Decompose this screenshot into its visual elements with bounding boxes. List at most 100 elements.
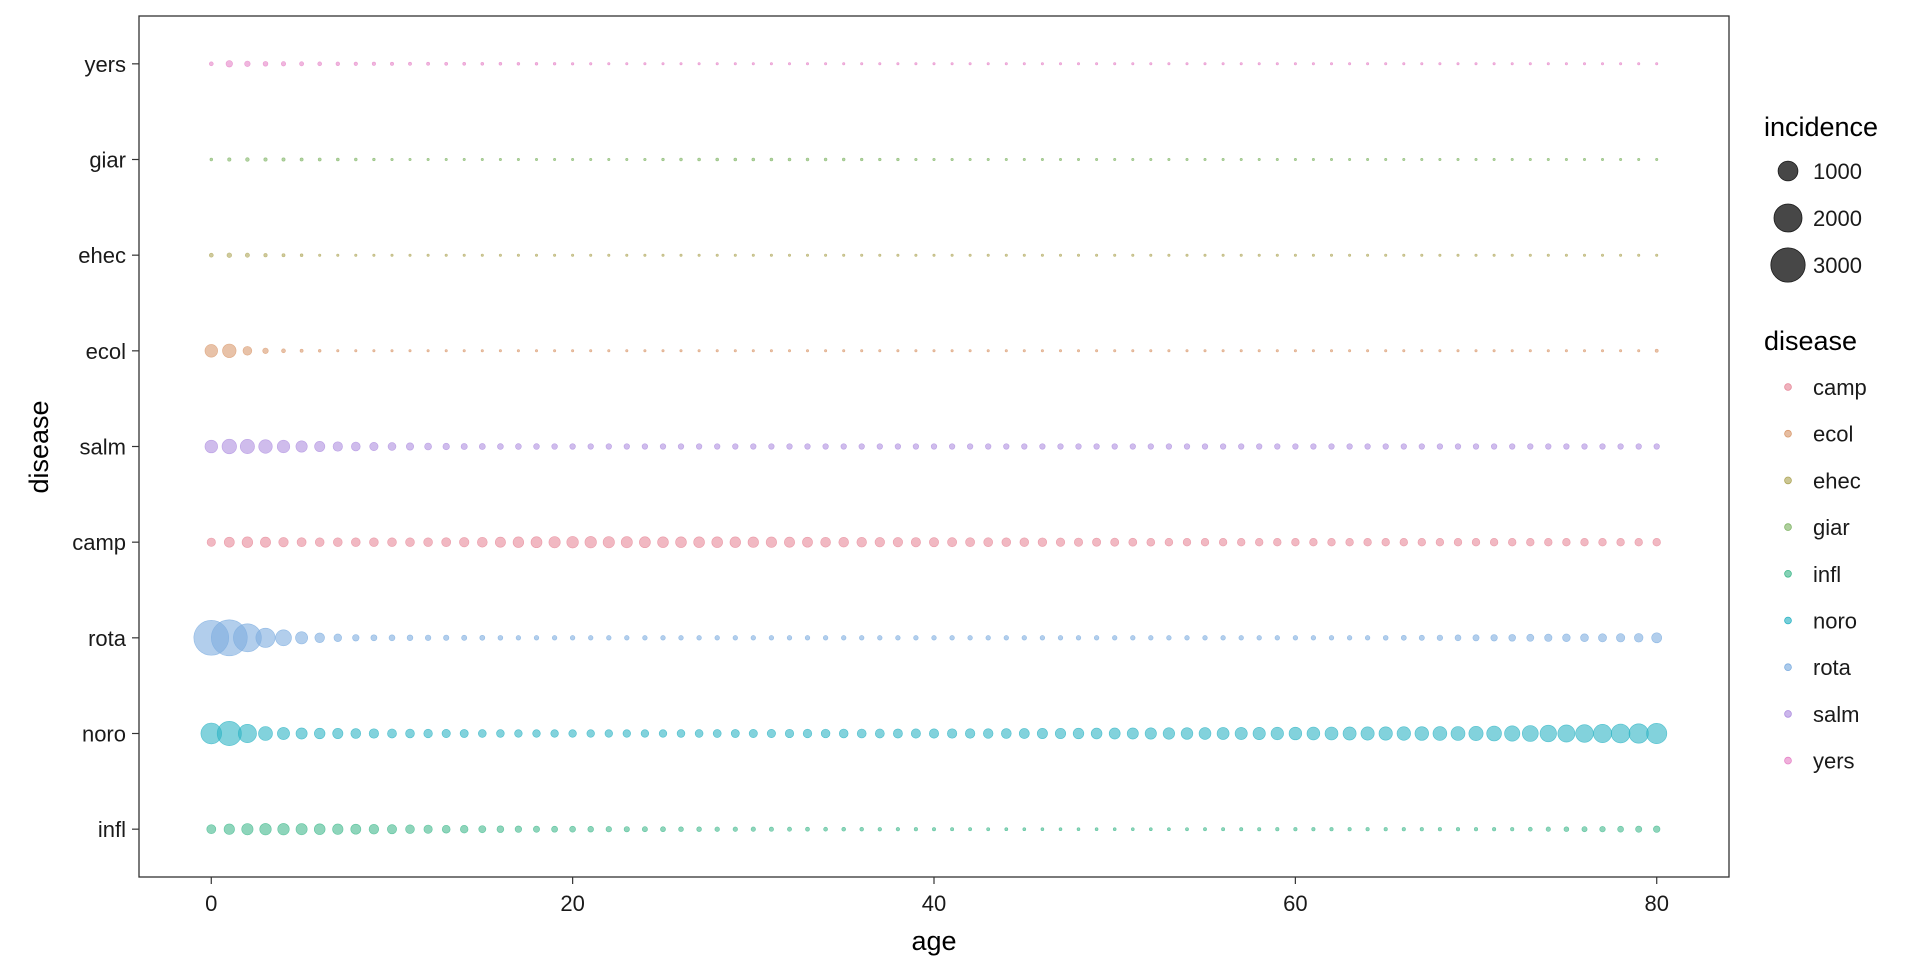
point-ehec-age-12 bbox=[426, 253, 430, 257]
point-infl-age-38 bbox=[895, 827, 900, 832]
point-ehec-age-14 bbox=[462, 253, 466, 257]
point-yers-age-57 bbox=[1239, 62, 1243, 66]
point-salm-age-23 bbox=[623, 443, 630, 450]
color-legend-label-rota: rota bbox=[1813, 655, 1852, 680]
point-noro-age-61 bbox=[1306, 726, 1321, 741]
point-ehec-age-29 bbox=[733, 253, 737, 257]
point-infl-age-40 bbox=[932, 827, 936, 832]
point-yers-age-58 bbox=[1257, 62, 1261, 66]
point-infl-age-11 bbox=[405, 824, 415, 834]
point-noro-age-55 bbox=[1198, 727, 1212, 740]
point-giar-age-9 bbox=[372, 157, 376, 162]
point-ehec-age-50 bbox=[1113, 253, 1117, 257]
point-ecol-age-55 bbox=[1203, 349, 1207, 353]
point-yers-age-32 bbox=[787, 62, 791, 66]
point-salm-age-63 bbox=[1346, 443, 1353, 450]
point-camp-age-7 bbox=[333, 537, 343, 547]
point-ecol-age-73 bbox=[1528, 349, 1532, 353]
point-salm-age-28 bbox=[714, 443, 721, 450]
point-yers-age-48 bbox=[1077, 62, 1081, 66]
point-ehec-age-70 bbox=[1474, 253, 1478, 257]
point-giar-age-5 bbox=[299, 157, 304, 162]
point-yers-age-31 bbox=[769, 62, 773, 66]
point-camp-age-40 bbox=[929, 537, 939, 548]
point-rota-age-33 bbox=[804, 635, 811, 641]
point-camp-age-39 bbox=[910, 537, 921, 548]
point-salm-age-44 bbox=[1003, 443, 1010, 450]
point-infl-age-20 bbox=[569, 825, 576, 833]
point-infl-age-27 bbox=[696, 826, 702, 832]
size-legend-label: 2000 bbox=[1813, 206, 1862, 231]
point-noro-age-76 bbox=[1575, 724, 1594, 743]
point-ehec-age-48 bbox=[1077, 253, 1081, 257]
point-noro-age-68 bbox=[1432, 726, 1448, 741]
point-rota-age-51 bbox=[1130, 635, 1136, 641]
point-infl-age-43 bbox=[986, 827, 991, 832]
point-infl-age-28 bbox=[714, 826, 720, 832]
point-giar-age-64 bbox=[1366, 158, 1370, 162]
point-infl-age-52 bbox=[1149, 827, 1153, 832]
x-tick-label: 20 bbox=[560, 891, 584, 916]
point-camp-age-42 bbox=[965, 537, 975, 548]
point-noro-age-4 bbox=[277, 727, 290, 740]
point-camp-age-70 bbox=[1471, 538, 1481, 547]
point-yers-age-77 bbox=[1601, 62, 1605, 66]
point-yers-age-27 bbox=[697, 62, 701, 66]
point-infl-age-23 bbox=[623, 826, 630, 833]
point-ecol-age-16 bbox=[498, 349, 502, 353]
point-noro-age-19 bbox=[550, 729, 559, 738]
point-infl-age-26 bbox=[678, 826, 684, 832]
point-camp-age-56 bbox=[1218, 538, 1228, 547]
point-ehec-age-77 bbox=[1601, 253, 1605, 257]
point-camp-age-64 bbox=[1363, 538, 1372, 547]
point-salm-age-54 bbox=[1183, 443, 1191, 450]
point-ehec-age-53 bbox=[1167, 253, 1171, 257]
color-legend-label-camp: camp bbox=[1813, 375, 1867, 400]
point-giar-age-59 bbox=[1275, 158, 1279, 162]
point-ecol-age-41 bbox=[950, 349, 954, 353]
point-rota-age-42 bbox=[967, 635, 973, 641]
point-ehec-age-13 bbox=[444, 253, 448, 257]
point-rota-age-3 bbox=[255, 627, 276, 648]
point-yers-age-41 bbox=[950, 62, 954, 66]
point-ehec-age-41 bbox=[950, 253, 954, 257]
point-yers-age-59 bbox=[1275, 62, 1279, 66]
point-yers-age-65 bbox=[1384, 62, 1388, 66]
point-camp-age-22 bbox=[602, 536, 615, 549]
point-rota-age-47 bbox=[1057, 635, 1064, 641]
point-infl-age-1 bbox=[223, 823, 235, 835]
point-camp-age-37 bbox=[874, 537, 885, 548]
size-legend-title: incidence bbox=[1764, 112, 1878, 142]
point-giar-age-72 bbox=[1510, 158, 1514, 162]
point-infl-age-37 bbox=[877, 827, 882, 832]
point-giar-age-4 bbox=[281, 157, 286, 162]
point-ehec-age-64 bbox=[1366, 253, 1370, 257]
point-ecol-age-14 bbox=[462, 349, 466, 353]
point-noro-age-10 bbox=[387, 728, 397, 739]
point-giar-age-56 bbox=[1221, 158, 1225, 162]
point-camp-age-13 bbox=[441, 537, 452, 548]
color-legend-key-noro bbox=[1784, 616, 1792, 625]
point-ecol-age-45 bbox=[1022, 349, 1026, 353]
point-infl-age-35 bbox=[841, 826, 846, 832]
point-giar-age-44 bbox=[1004, 158, 1008, 162]
point-rota-age-73 bbox=[1526, 633, 1535, 642]
point-ehec-age-39 bbox=[914, 253, 918, 257]
point-ecol-age-79 bbox=[1637, 349, 1641, 353]
point-noro-age-12 bbox=[423, 728, 433, 739]
point-salm-age-43 bbox=[985, 443, 992, 450]
point-rota-age-8 bbox=[352, 634, 360, 642]
y-axis-title: disease bbox=[24, 400, 54, 493]
point-ehec-age-25 bbox=[661, 253, 665, 257]
y-tick-label-ecol: ecol bbox=[86, 339, 126, 364]
point-ecol-age-1 bbox=[222, 343, 237, 358]
color-legend-label-ecol: ecol bbox=[1813, 422, 1853, 447]
point-salm-age-77 bbox=[1599, 443, 1606, 450]
point-infl-age-25 bbox=[660, 826, 666, 833]
point-salm-age-0 bbox=[204, 439, 218, 454]
point-giar-age-38 bbox=[896, 157, 900, 162]
point-giar-age-54 bbox=[1185, 158, 1189, 162]
y-tick-label-rota: rota bbox=[88, 626, 127, 651]
point-ecol-age-76 bbox=[1583, 349, 1587, 353]
point-rota-age-78 bbox=[1616, 633, 1626, 643]
